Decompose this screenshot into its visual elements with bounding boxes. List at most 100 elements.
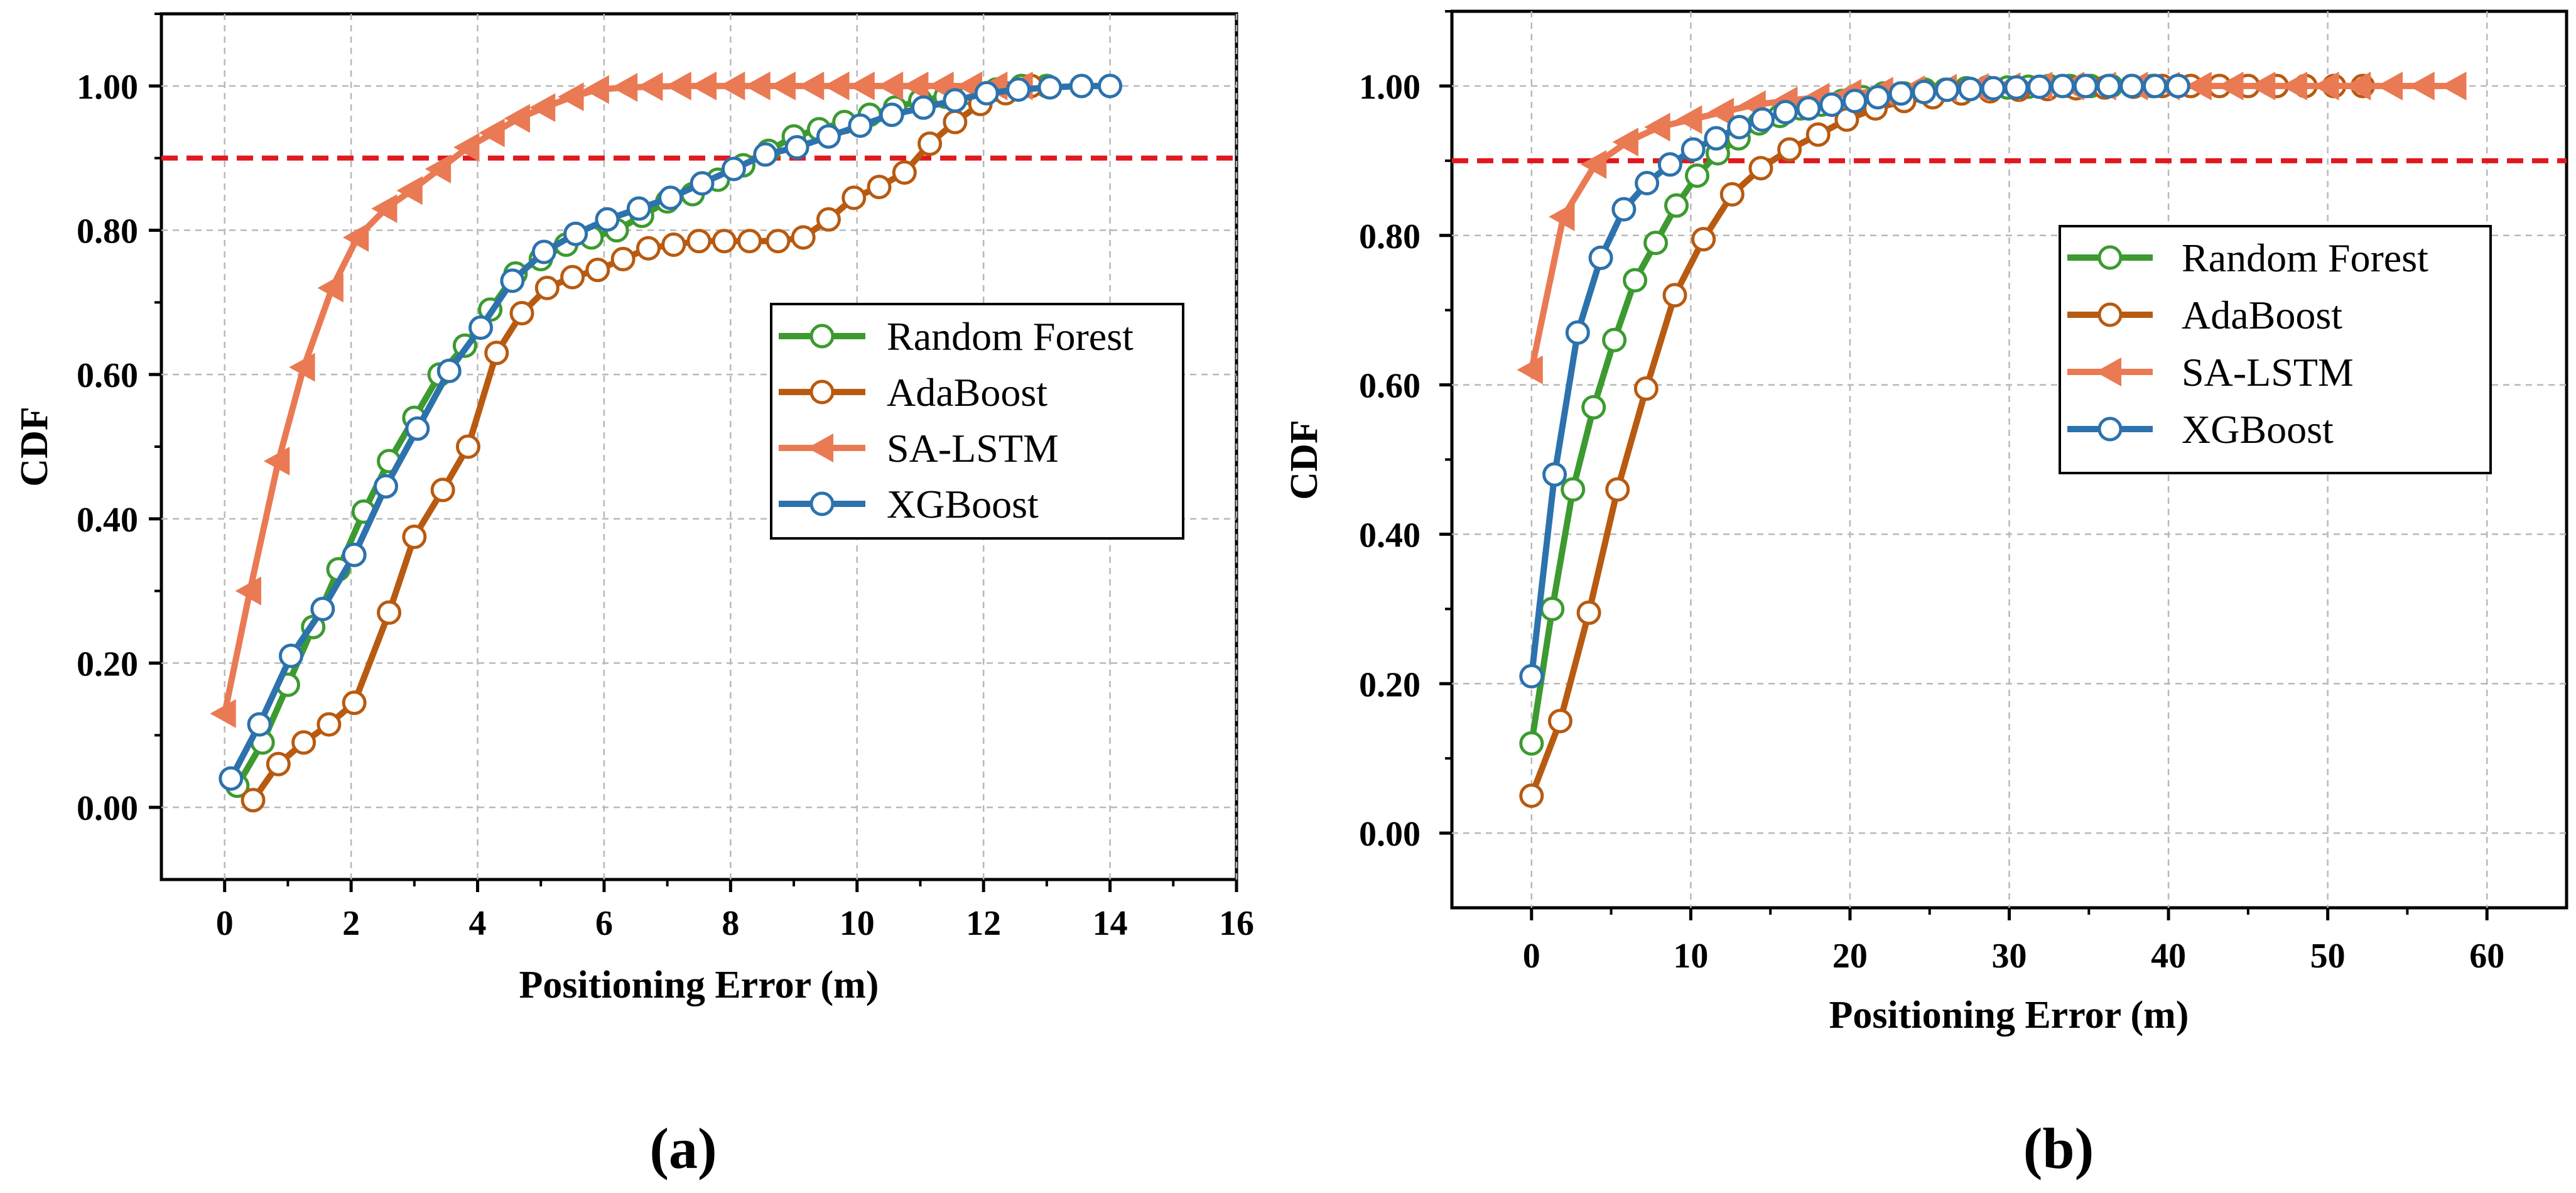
panel-a-xgboost-point	[690, 171, 715, 196]
panel-b-series-xgboost	[1519, 74, 2190, 689]
panel-a-x-tick-label: 12	[966, 904, 1001, 943]
panel-b-y-tick-label: 0.20	[1359, 665, 1421, 704]
panel-a-legend-marker-xgboost	[809, 491, 835, 516]
panel-a-x-tick-label: 10	[840, 904, 875, 943]
panel-b-y-tick-label: 0.00	[1359, 815, 1421, 854]
panel-a-legend-label-xgboost: XGBoost	[887, 482, 1039, 526]
panel-a-xgboost-point	[658, 185, 683, 210]
panel-a-xgboost-point	[531, 239, 556, 264]
panel-b-adaboost-point	[1805, 122, 1831, 147]
panel-b-xgboost-point	[1657, 152, 1682, 177]
panel-a-xgboost-point	[721, 156, 746, 182]
panel-a-sa-lstm-point	[453, 133, 480, 162]
panel-b-series	[1517, 71, 2467, 809]
panel-a-sa-lstm-point	[583, 75, 609, 104]
panel-a-adaboost-point	[661, 232, 686, 257]
panel-a-adaboost-point	[291, 730, 317, 755]
panel-a-y-tick-label: 1.00	[77, 68, 138, 107]
panel-b-sa-lstm-point	[1676, 105, 1702, 134]
panel-a-adaboost-point	[917, 131, 943, 156]
panel-a-adaboost-point	[791, 225, 816, 250]
panel-a-adaboost-point	[377, 600, 402, 625]
panel-a-adaboost-point	[534, 275, 560, 300]
panel-a-x-tick-label: 0	[216, 904, 234, 943]
panel-a-sa-lstm-point	[665, 71, 691, 101]
panel-a-adaboost-point	[509, 301, 534, 326]
panel-b-x-tick-label: 40	[2151, 937, 2186, 976]
panel-a-sa-lstm-point	[823, 71, 850, 101]
panel-a-x-tick-label: 6	[595, 904, 613, 943]
panel-b-y-tick-label: 0.40	[1359, 516, 1421, 555]
panel-b-adaboost-point	[1748, 156, 1773, 181]
panel-b-sa-lstm-point	[2281, 71, 2307, 101]
panel-b-legend-marker-xgboost	[2097, 417, 2123, 442]
panel-b-xgboost-point	[1957, 77, 1983, 102]
panel-b-xgboost-point	[2027, 74, 2052, 99]
panel-b-x-tick-label: 0	[1523, 937, 1540, 976]
panel-a-series	[210, 71, 1123, 813]
panel-b-axes: 0 10 20 30 40 50 60 0.00 0.20 0.40 0.60 0.80 1.00	[1359, 10, 2504, 976]
panel-a-sa-lstm-point	[690, 71, 717, 101]
panel-b-legend: Random Forest AdaBoost SA-LSTM XGBoost	[2059, 225, 2492, 474]
panel-b-random-forest-point	[1519, 731, 1544, 756]
panel-b-legend-marker-sa-lstm	[2095, 357, 2121, 386]
panel-b-sa-lstm-point	[2185, 71, 2212, 101]
panel-a-legend-label-random-forest: Random Forest	[887, 314, 1134, 359]
panel-b-sa-lstm-point	[2217, 71, 2244, 101]
panel-a-xgboost-point	[816, 124, 841, 149]
panel-a-xgboost-point	[1098, 74, 1123, 99]
panel-a-sa-lstm-point	[558, 82, 584, 112]
panel-b-random-forest-point	[1685, 163, 1709, 188]
panel-a-sa-lstm-point	[371, 194, 398, 223]
panel-b-xgboost-point	[2096, 74, 2121, 99]
panel-a-xgboost-point	[219, 766, 244, 791]
panel-b-xgboost-point	[1843, 89, 1868, 114]
panel-a-legend-item-xgboost: XGBoost	[779, 482, 1039, 526]
panel-a-legend-marker-random-forest	[809, 324, 835, 349]
panel-b-xgboost-point	[1727, 114, 1752, 139]
panel-a-sa-lstm-point	[611, 73, 638, 102]
panel-b-legend-item-sa-lstm: SA-LSTM	[2067, 350, 2354, 395]
panel-a-adaboost-point	[484, 340, 509, 366]
panel-a-xgboost-point	[310, 596, 335, 621]
panel-a-adaboost-point	[455, 434, 480, 459]
panel-a-sa-lstm-point	[798, 71, 825, 101]
panel-a-xgboost-point	[278, 643, 303, 668]
panel-a-legend-label-sa-lstm: SA-LSTM	[887, 426, 1059, 471]
panel-b-xgboost-point	[2004, 75, 2029, 100]
panel-a-sa-lstm-point	[637, 72, 663, 101]
panel-a-series-xgboost	[219, 74, 1123, 791]
panel-a-legend-item-random-forest: Random Forest	[779, 314, 1134, 359]
panel-a-sa-lstm-point	[342, 223, 369, 252]
panel-b-legend-label-xgboost: XGBoost	[2182, 407, 2334, 452]
panel-b-xgboost-point	[1819, 92, 1844, 117]
panel-b-sa-lstm-point	[2313, 71, 2339, 101]
panel-b-random-forest-point	[1664, 193, 1689, 218]
panel-b-xgboost-point	[1796, 96, 1821, 121]
panel-b-xgboost-point	[1588, 245, 1613, 270]
panel-a-adaboost-point	[766, 229, 791, 254]
panel-a-y-tick-label: 0.60	[77, 356, 138, 395]
panel-b-adaboost-point	[1662, 283, 1687, 308]
panel-a-sa-lstm-point	[529, 93, 556, 123]
panel-b-x-axis-title: Positioning Error (m)	[1829, 994, 2189, 1037]
panel-a-xgboost-point	[563, 221, 588, 246]
panel-a-sa-lstm-point	[263, 447, 290, 476]
panel-a-xgboost-point	[943, 88, 968, 113]
panel-a-sa-lstm-point	[396, 176, 423, 205]
panel-b-xgboost-point	[1611, 197, 1637, 222]
panel-b-x-tick-label: 20	[1832, 937, 1868, 976]
panel-a-xgboost-point	[468, 315, 494, 340]
panel-a-xgboost-point	[1069, 74, 1094, 99]
panel-b-x-tick-label: 30	[1992, 937, 2027, 976]
panel-a-x-axis-title: Positioning Error (m)	[519, 964, 879, 1006]
panel-a-series-sa-lstm	[210, 71, 1033, 728]
panel-b-xgboost-point	[1888, 81, 1913, 106]
panel-b-random-forest-point	[1581, 395, 1606, 420]
panel-a-xgboost-point	[974, 80, 999, 106]
panel-b-x-tick-label: 10	[1673, 937, 1708, 976]
panel-a-x-tick-label: 14	[1093, 904, 1128, 943]
panel-b-xgboost-point	[2050, 74, 2075, 99]
panel-b-label: (b)	[2023, 1116, 2094, 1180]
panel-b-legend-label-adaboost: AdaBoost	[2182, 293, 2342, 337]
